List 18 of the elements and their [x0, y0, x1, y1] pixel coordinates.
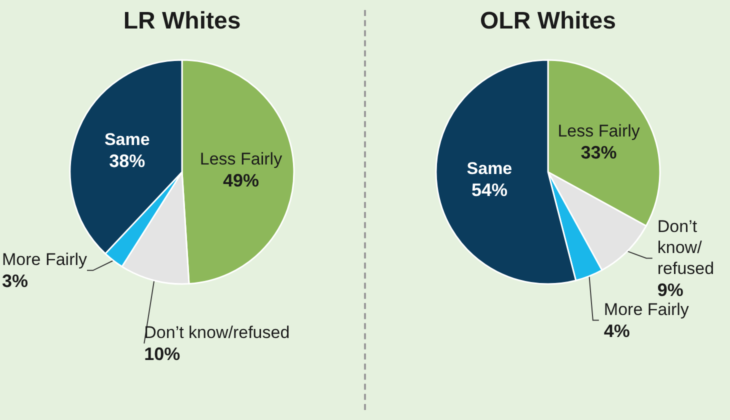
- data-label: 9%: [657, 280, 684, 300]
- data-label: 49%: [222, 170, 259, 191]
- slice-label: More Fairly: [2, 250, 88, 269]
- slice-label: Don’t know/ refused: [657, 216, 714, 278]
- chart-title: LR Whites: [123, 8, 241, 34]
- data-label: 10%: [144, 344, 180, 364]
- data-label: 54%: [471, 180, 508, 200]
- data-label: 4%: [604, 320, 630, 341]
- slice-label: Same: [466, 158, 512, 178]
- data-label: 38%: [109, 150, 146, 171]
- data-label: 33%: [580, 142, 617, 162]
- slice-label: Don’t know/refused: [144, 323, 290, 342]
- slice-label: More Fairly: [604, 300, 690, 319]
- slice-label: Less Fairly: [200, 150, 283, 169]
- chart-title: OLR Whites: [480, 8, 616, 34]
- data-label: 3%: [2, 270, 28, 291]
- slice-label: Less Fairly: [558, 121, 640, 140]
- slice-label: Same: [104, 130, 150, 149]
